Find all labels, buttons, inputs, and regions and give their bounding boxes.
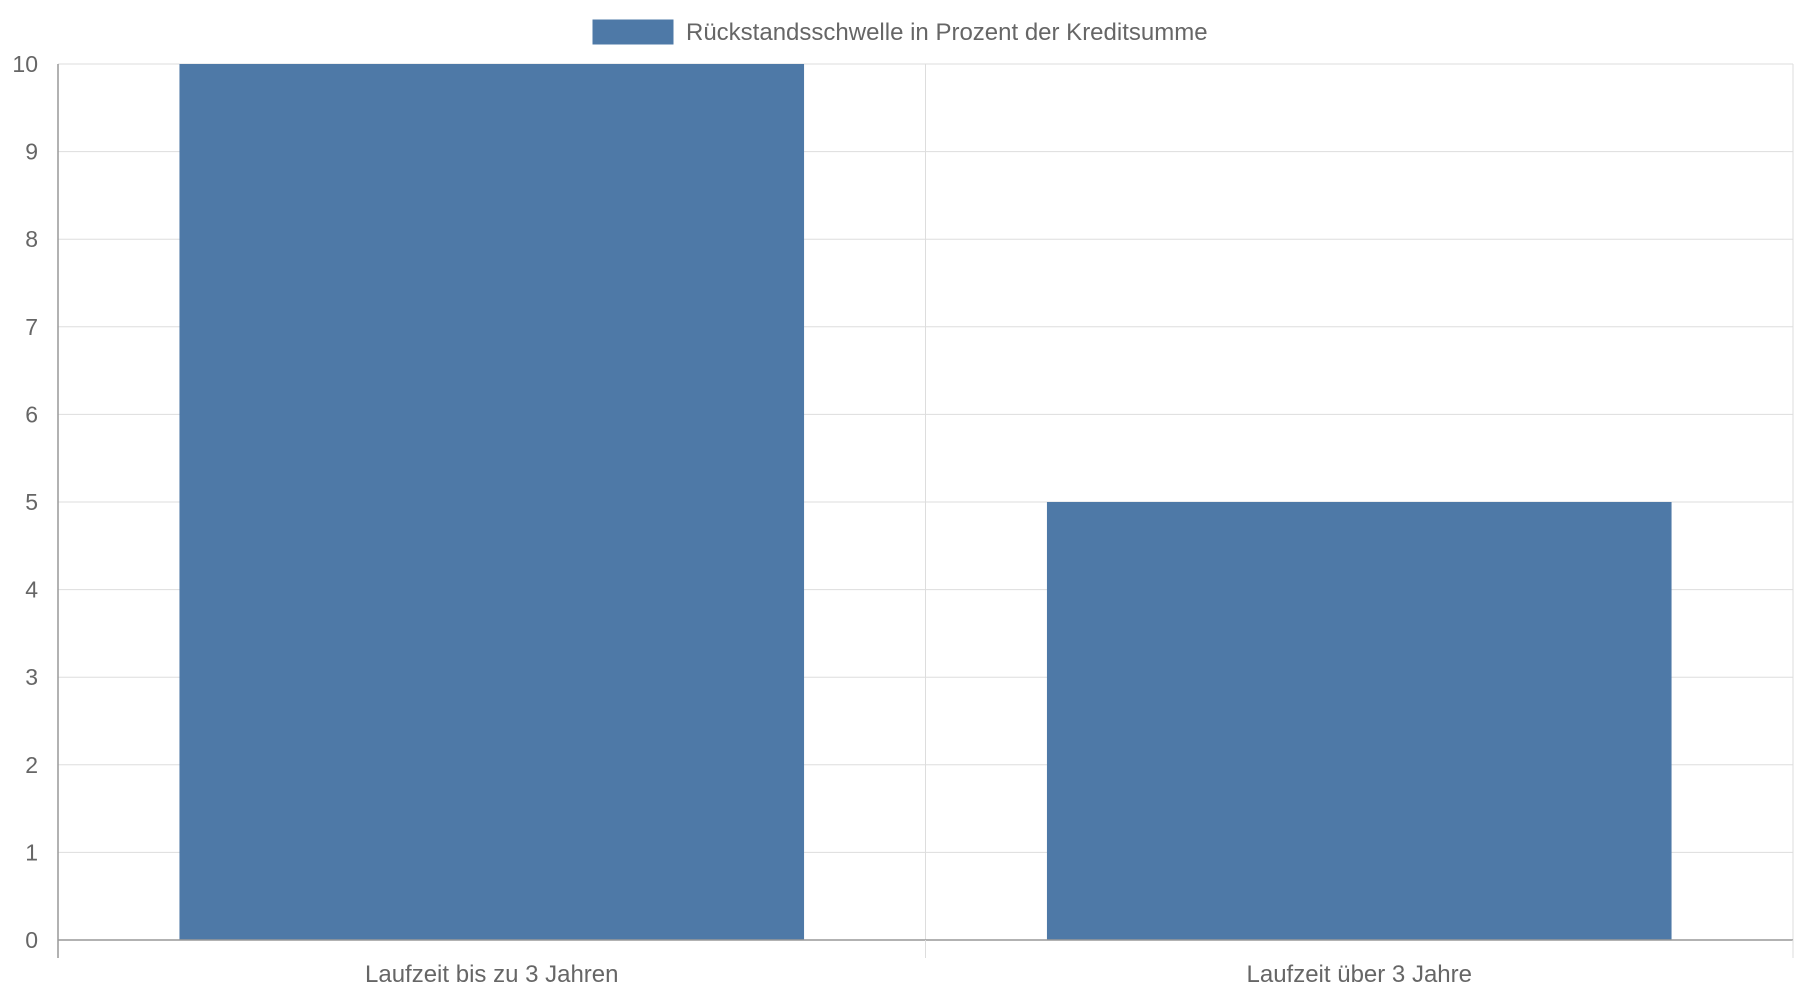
x-tick-label: Laufzeit über 3 Jahre <box>1247 961 1472 988</box>
tick-labels: 0 1 2 3 4 5 6 7 8 9 10 Laufzeit bis zu 3 Jahren Lauf… <box>12 51 1472 988</box>
y-tick-label: 8 <box>25 226 38 252</box>
y-tick-label: 2 <box>25 752 38 778</box>
legend[interactable]: Rückstandsschwelle in Prozent der Kredit… <box>592 19 1208 46</box>
y-tick-label: 1 <box>25 839 38 865</box>
y-tick-label: 0 <box>25 927 38 953</box>
y-tick-label: 9 <box>25 139 38 165</box>
bars[interactable] <box>179 64 1672 940</box>
y-tick-label: 4 <box>25 577 38 603</box>
y-tick-label: 7 <box>25 314 38 340</box>
legend-label: Rückstandsschwelle in Prozent der Kredit… <box>686 19 1208 46</box>
y-tick-label: 5 <box>25 489 38 515</box>
x-tick-label: Laufzeit bis zu 3 Jahren <box>365 961 619 988</box>
axes <box>57 64 1794 958</box>
y-tick-label: 3 <box>25 664 38 690</box>
y-tick-label: 10 <box>12 51 38 77</box>
legend-swatch <box>592 19 674 45</box>
bar[interactable] <box>1046 502 1672 940</box>
bar[interactable] <box>179 64 805 940</box>
y-tick-label: 6 <box>25 401 38 427</box>
